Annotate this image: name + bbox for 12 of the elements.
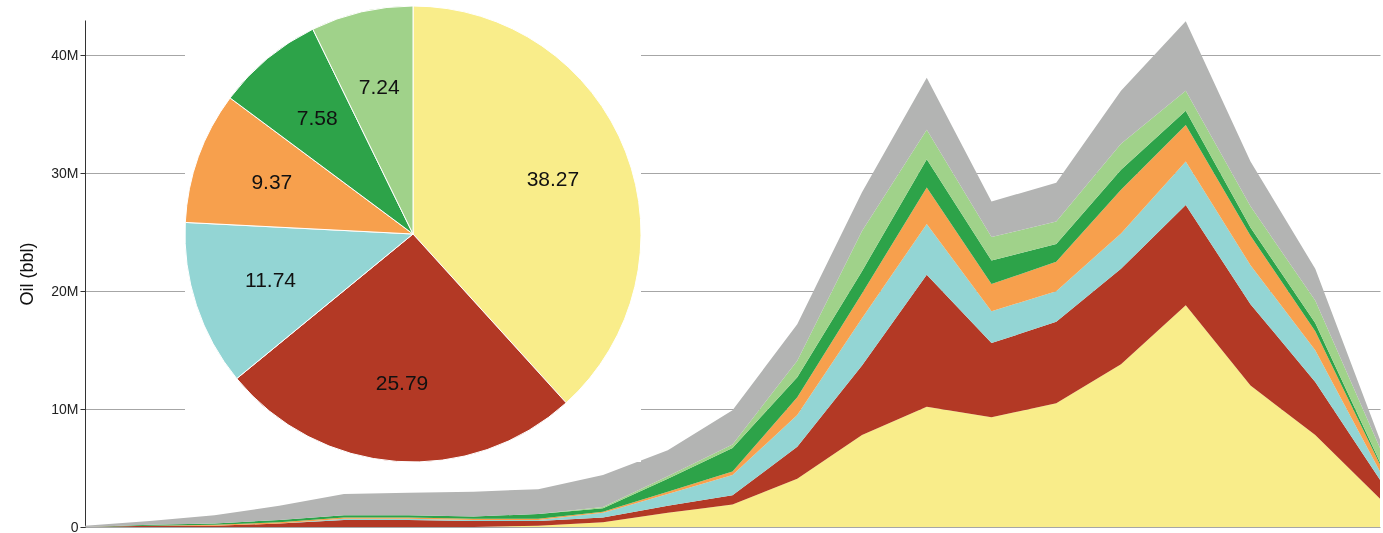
y-axis-title: Oil (bbl) (17, 242, 38, 306)
y-tick-label: 30M (51, 164, 79, 181)
data-label: 7.58 (296, 105, 338, 129)
data-label: 38.27 (526, 166, 580, 190)
data-label: 7.24 (358, 74, 400, 98)
y-tick-label: 20M (51, 282, 79, 299)
data-label: 11.74 (245, 267, 297, 291)
y-tick-label: 40M (51, 46, 79, 63)
data-label: 9.37 (251, 170, 293, 194)
y-tick-label: 0 (70, 518, 79, 533)
data-label: 25.79 (375, 370, 429, 394)
y-tick-label: 10M (51, 400, 79, 417)
